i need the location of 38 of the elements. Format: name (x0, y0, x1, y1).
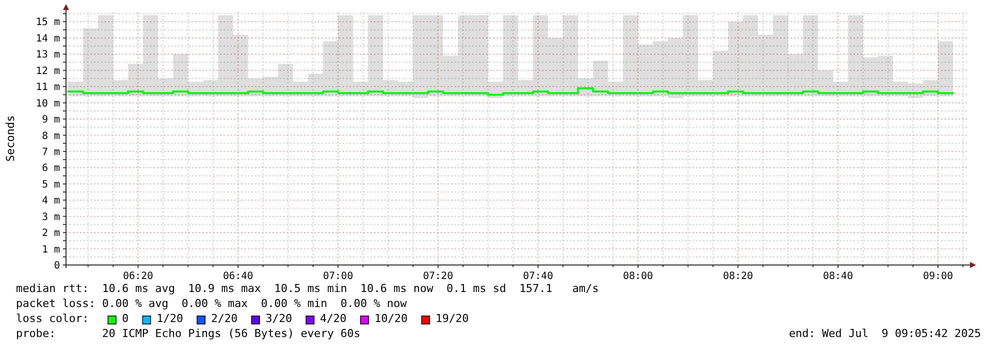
x-tick-label: 09:00 (922, 271, 954, 282)
legend-label: 3/20 (266, 312, 292, 325)
text: median rtt: 10.6 ms avg 10.9 ms max 10.5 ms min 10.6 ms now 0.1 ms sd 157.1 am/s (16, 282, 599, 295)
y-tick-label: 9 m (42, 114, 60, 126)
x-tick-label: 06:40 (223, 271, 254, 282)
y-tick-label: 13 m (36, 50, 60, 61)
x-tick-label: 08:40 (822, 271, 854, 282)
y-tick-label: 2 m (42, 228, 60, 240)
y-tick-label: 0 (54, 260, 60, 272)
x-tick-label: 07:40 (523, 271, 554, 282)
text: probe: 20 ICMP Echo Pings (56 Bytes) every 60s (16, 327, 360, 340)
x-tick-label: 08:20 (722, 271, 754, 282)
y-tick-label: 6 m (42, 163, 60, 174)
text: end: Wed Jul 9 09:05:42 2025 (788, 327, 981, 340)
y-tick-label: 8 m (42, 130, 60, 142)
x-tick-label: 08:00 (622, 271, 654, 282)
y-tick-label: 5 m (42, 179, 60, 190)
y-tick-label: 7 m (42, 146, 60, 158)
y-tick-label: 14 m (36, 33, 60, 44)
y-tick-label: 11 m (36, 82, 60, 94)
y-tick-label: 12 m (36, 66, 60, 77)
legend-label: 19/20 (436, 312, 469, 325)
legend-label: 1/20 (156, 312, 184, 325)
y-tick-label: 15 m (36, 17, 60, 28)
text: packet loss: 0.00 % avg 0.00 % max 0.00 % min 0.00 % now (16, 297, 408, 310)
legend-label: 2/20 (211, 312, 238, 325)
y-tick-label: 10 m (36, 98, 60, 110)
x-tick-label: 06:20 (123, 271, 154, 282)
y-tick-label: 3 m (42, 212, 60, 223)
x-tick-label: 07:00 (323, 271, 354, 282)
legend-label: 10/20 (374, 312, 408, 325)
legend-label: 4/20 (320, 312, 347, 325)
y-axis-title: Seconds (4, 115, 17, 162)
y-tick-label: 4 m (42, 196, 60, 207)
text: loss color: (16, 312, 89, 325)
x-tick-label: 07:20 (422, 271, 454, 282)
legend-label: 0 (122, 312, 129, 325)
y-tick-label: 1 m (42, 244, 60, 256)
